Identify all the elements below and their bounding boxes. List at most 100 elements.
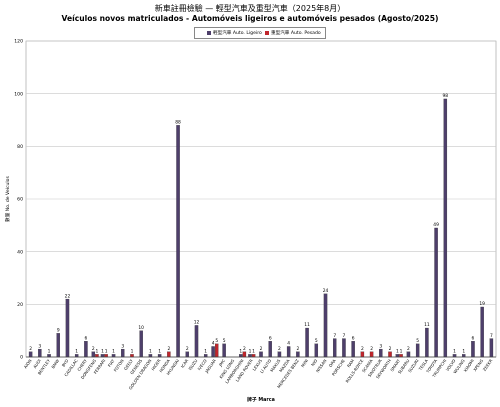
data-label-light-46: 1 <box>453 349 456 355</box>
x-tick-label-3: BMW <box>50 358 60 369</box>
bar-light-2 <box>47 354 51 358</box>
data-label-heavy-8: 1 <box>105 349 108 355</box>
y-tick-label-80: 80 <box>17 144 23 150</box>
y-tick-label-120: 120 <box>14 39 23 45</box>
x-tick-label-19: IVECO <box>197 358 208 371</box>
bar-light-16 <box>176 125 180 358</box>
data-label-light-1: 3 <box>38 343 41 349</box>
data-label-light-29: 2 <box>296 346 299 352</box>
bar-light-40 <box>395 354 400 358</box>
data-label-light-40: 1 <box>396 349 399 355</box>
bar-heavy-23 <box>242 351 247 358</box>
y-tick-label-40: 40 <box>17 249 23 255</box>
data-label-light-5: 1 <box>75 349 78 355</box>
bar-light-6 <box>84 341 88 358</box>
data-label-light-18: 12 <box>194 320 200 326</box>
data-label-light-12: 10 <box>138 325 144 331</box>
bar-light-13 <box>148 354 153 358</box>
data-label-heavy-40: 1 <box>400 349 403 355</box>
bar-light-9 <box>111 354 116 358</box>
data-label-light-10: 3 <box>121 343 124 349</box>
bar-light-46 <box>452 354 457 358</box>
data-label-light-31: 5 <box>315 338 318 344</box>
bar-light-23 <box>239 354 243 358</box>
data-label-light-25: 2 <box>260 346 263 352</box>
bar-light-50 <box>489 338 494 358</box>
x-tick-label-25: LEXUS <box>251 358 263 372</box>
data-label-heavy-7: 1 <box>96 349 99 355</box>
data-label-heavy-23: 2 <box>243 346 246 352</box>
bar-heavy-20 <box>214 343 219 358</box>
data-label-light-26: 6 <box>269 335 272 341</box>
data-label-light-14: 1 <box>158 349 161 355</box>
data-label-light-19: 1 <box>204 349 207 355</box>
data-label-light-42: 5 <box>416 338 419 344</box>
bar-light-44 <box>434 227 438 358</box>
bar-light-24 <box>248 354 252 358</box>
data-label-light-44: 49 <box>433 222 439 228</box>
data-label-light-50: 7 <box>490 333 493 339</box>
bar-light-38 <box>379 348 383 358</box>
bar-heavy-40 <box>399 354 403 358</box>
x-tick-label-46: VOLVO <box>445 358 457 372</box>
x-tick-label-4: BYD <box>61 358 70 367</box>
bar-light-33 <box>333 338 337 358</box>
data-label-heavy-20: 5 <box>215 338 218 344</box>
bar-light-17 <box>185 351 189 358</box>
data-label-light-43: 11 <box>424 322 430 328</box>
data-label-heavy-15: 2 <box>167 346 170 352</box>
bar-heavy-15 <box>167 351 171 358</box>
bar-heavy-37 <box>369 351 374 358</box>
bar-light-25 <box>259 351 263 358</box>
x-tick-label-33: ORA <box>328 358 337 368</box>
bar-light-26 <box>268 341 272 358</box>
bar-light-28 <box>286 346 291 358</box>
data-label-light-20: 4 <box>212 341 215 347</box>
x-tick-label-14: HIGER <box>150 358 161 371</box>
data-label-light-6: 6 <box>85 335 88 341</box>
bar-light-1 <box>38 348 42 358</box>
x-tick-label-50: ZEEKR <box>482 358 494 372</box>
data-label-heavy-24: 1 <box>252 349 255 355</box>
data-label-heavy-39: 2 <box>389 346 392 352</box>
bar-light-4 <box>65 298 70 358</box>
bar-heavy-36 <box>360 351 365 358</box>
x-tick-label-31: NIO <box>310 358 318 367</box>
y-tick-label-0: 0 <box>20 355 23 361</box>
bar-light-29 <box>296 351 300 358</box>
bar-light-45 <box>443 98 448 358</box>
x-tick-label-30: MINI <box>300 358 309 368</box>
data-label-light-21: 5 <box>223 338 226 344</box>
y-tick-label-100: 100 <box>14 91 23 97</box>
bar-light-31 <box>314 343 319 358</box>
y-tick-label-60: 60 <box>17 197 23 203</box>
x-tick-label-18: ISUZU <box>187 358 198 371</box>
data-label-heavy-36: 2 <box>361 346 364 352</box>
data-label-light-38: 3 <box>379 343 382 349</box>
data-label-light-32: 24 <box>323 288 329 294</box>
x-tick-label-17: ICAR <box>180 358 190 369</box>
data-label-light-8: 1 <box>101 349 104 355</box>
bar-light-30 <box>305 327 309 358</box>
bar-heavy-24 <box>251 354 256 358</box>
bar-light-12 <box>139 330 143 358</box>
chart-legend: 輕型汽車 Auto. Ligeiro 重型汽車 Auto. Pesado <box>194 27 326 39</box>
data-label-light-28: 4 <box>287 341 290 347</box>
data-label-light-0: 2 <box>29 346 32 352</box>
bar-light-14 <box>157 354 162 358</box>
chart-subtitle: Veículos novos matriculados - Automóveis… <box>61 14 439 23</box>
x-tick-label-1: AUDI <box>32 358 42 369</box>
legend-item-heavy: 重型汽車 Auto. Pesado <box>265 30 321 36</box>
data-label-light-45: 98 <box>443 93 449 99</box>
data-label-light-17: 2 <box>186 346 189 352</box>
bar-light-35 <box>351 341 355 358</box>
bar-light-43 <box>425 327 429 358</box>
legend-label-light: 輕型汽車 Auto. Ligeiro <box>213 31 262 36</box>
bar-light-3 <box>56 333 60 358</box>
data-label-light-3: 9 <box>57 328 60 334</box>
data-label-light-30: 11 <box>304 322 310 328</box>
bar-light-8 <box>100 354 105 358</box>
legend-swatch-light <box>207 31 211 35</box>
x-tick-label-0: AION <box>23 358 33 369</box>
legend-swatch-heavy <box>265 31 269 35</box>
